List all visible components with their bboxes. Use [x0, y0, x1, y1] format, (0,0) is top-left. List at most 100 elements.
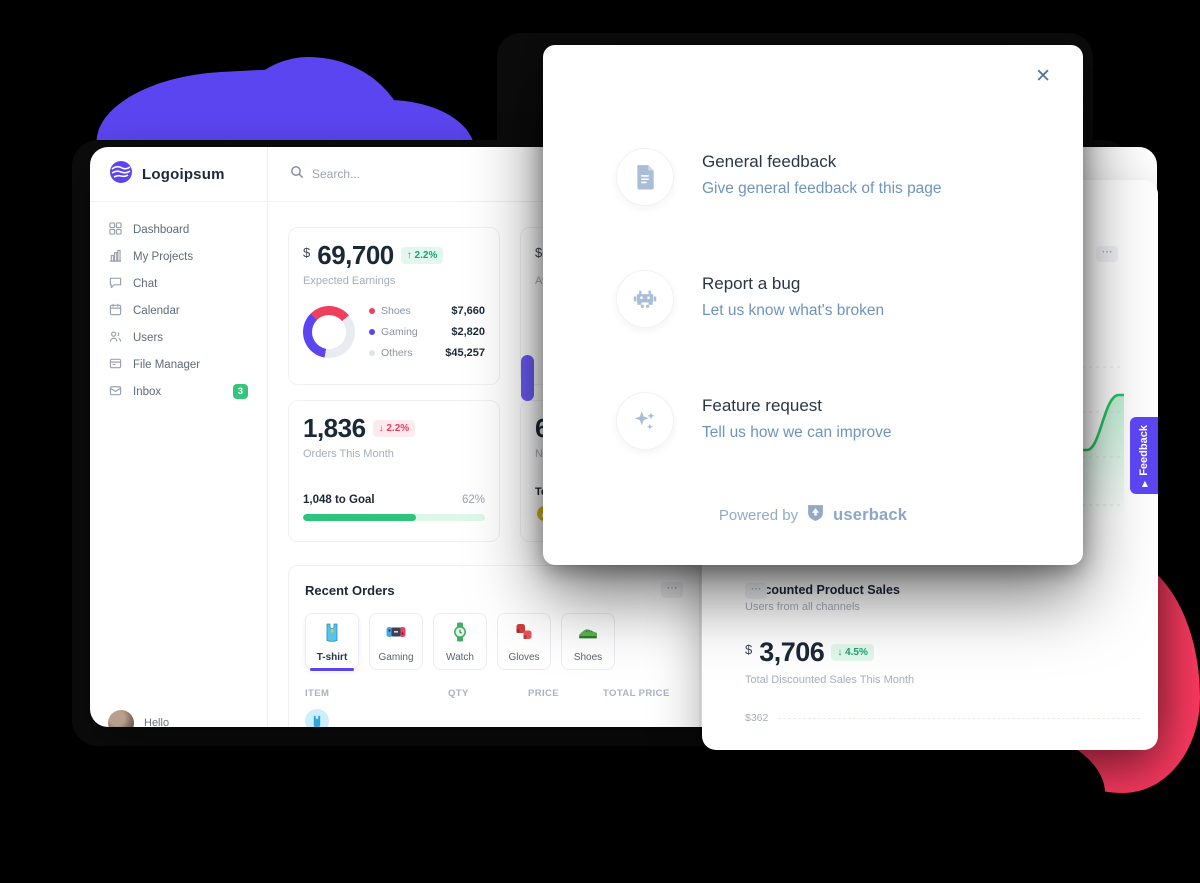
close-icon[interactable]: ✕: [1035, 66, 1051, 87]
axis-gridline: [778, 717, 1140, 719]
sidebar-item-label: Calendar: [133, 304, 180, 317]
userback-brand-text: userback: [833, 505, 908, 524]
sidebar-item-users[interactable]: Users: [90, 324, 267, 351]
tab-shoes[interactable]: Shoes: [561, 613, 615, 670]
currency-symbol: $: [303, 245, 311, 260]
expected-earnings-card: $ 69,700 ↑ 2.2% Expected Earnings Shoes $…: [288, 227, 500, 385]
legend-dot: [369, 350, 375, 356]
sidebar-item-calendar[interactable]: Calendar: [90, 297, 267, 324]
option-general-feedback[interactable]: General feedback Give general feedback o…: [616, 148, 942, 206]
tab-label: Gloves: [508, 651, 540, 663]
sidebar-item-chat[interactable]: Chat: [90, 270, 267, 297]
tab-label: Gaming: [378, 651, 414, 663]
watch-icon: [449, 621, 471, 648]
more-menu-button[interactable]: ⋯: [745, 583, 767, 599]
powered-by-footer[interactable]: Powered by userback: [543, 503, 1083, 527]
more-menu-button[interactable]: ⋯: [661, 582, 683, 598]
gamepad-icon: [385, 621, 407, 648]
recent-orders-title: Recent Orders: [305, 582, 395, 598]
inbox-icon: [109, 384, 122, 400]
option-subtitle: Give general feedback of this page: [702, 180, 942, 197]
sidebar-item-my-projects[interactable]: My Projects: [90, 243, 267, 270]
option-title: Feature request: [702, 396, 823, 415]
sidebar-nav: Dashboard My Projects Chat Calendar User…: [90, 202, 267, 405]
sidebar-item-file-manager[interactable]: File Manager: [90, 351, 267, 378]
user-profile[interactable]: Hello: [90, 703, 187, 727]
column-qty: QTY: [448, 688, 469, 699]
sidebar-item-inbox[interactable]: Inbox 3: [90, 378, 267, 405]
goal-progress-fill: [303, 514, 416, 521]
discounted-title: Discounted Product Sales: [745, 583, 900, 597]
gloves-icon: [513, 621, 535, 648]
logo[interactable]: Logoipsum: [90, 147, 267, 202]
calendar-icon: [109, 303, 122, 319]
table-row[interactable]: [305, 709, 683, 727]
sparkles-icon: [616, 392, 674, 450]
discounted-label: Total Discounted Sales This Month: [745, 674, 915, 686]
sidebar-item-label: Users: [133, 331, 164, 344]
discounted-delta-badge: ↓ 4.5%: [831, 644, 874, 661]
more-menu-button[interactable]: ⋯: [1096, 246, 1118, 262]
tab-gloves[interactable]: Gloves: [497, 613, 551, 670]
tab-gaming[interactable]: Gaming: [369, 613, 423, 670]
logo-text: Logoipsum: [142, 165, 225, 183]
sneaker-icon: [577, 621, 599, 648]
discounted-value: 3,706: [759, 637, 825, 667]
recent-orders-card: Recent Orders ⋯ T-shirt Gaming Watch Glo…: [288, 565, 700, 727]
users-icon: [109, 330, 122, 346]
earnings-delta-badge: ↑ 2.2%: [400, 247, 444, 264]
goal-label: 1,048 to Goal: [303, 494, 375, 506]
product-tabs: T-shirt Gaming Watch Gloves Shoes: [305, 613, 683, 671]
orders-delta-badge: ↓ 2.2%: [372, 420, 416, 437]
option-title: General feedback: [702, 152, 837, 171]
earnings-donut-chart: [303, 306, 355, 358]
chart-bar-partial: [521, 355, 534, 401]
discounted-subtitle: Users from all channels: [745, 601, 860, 613]
currency-symbol: $: [535, 245, 543, 260]
option-report-bug[interactable]: Report a bug Let us know what's broken: [616, 270, 884, 328]
option-feature-request[interactable]: Feature request Tell us how we can impro…: [616, 392, 892, 450]
search-icon: [290, 165, 304, 184]
feedback-modal: ✕ General feedback Give general feedback…: [543, 45, 1083, 565]
column-item: ITEM: [305, 688, 330, 699]
option-subtitle: Let us know what's broken: [702, 302, 885, 319]
powered-by-text: Powered by: [718, 506, 799, 524]
arrow-icon: ▶: [1139, 480, 1149, 487]
userback-logo-icon: [806, 503, 825, 527]
sidebar-item-label: Inbox: [133, 385, 162, 398]
legend-value: $7,660: [451, 305, 485, 317]
chart-axis-row: $362: [745, 712, 1140, 724]
sidebar-item-label: Dashboard: [133, 223, 190, 236]
sidebar-item-dashboard[interactable]: Dashboard: [90, 216, 267, 243]
inbox-badge: 3: [232, 384, 248, 399]
sidebar-item-label: My Projects: [133, 250, 194, 263]
goal-percent: 62%: [461, 494, 485, 506]
sidebar-item-label: Chat: [133, 277, 158, 290]
search-input[interactable]: Search...: [312, 167, 361, 181]
legend-name: Gaming: [381, 326, 418, 338]
user-greeting: Hello: [144, 717, 170, 727]
tshirt-icon: [321, 621, 343, 648]
earnings-label: Expected Earnings: [303, 275, 396, 287]
legend-name: Shoes: [381, 305, 411, 317]
grid-icon: [109, 221, 122, 238]
column-price: PRICE: [528, 688, 560, 699]
legend-value: $2,820: [451, 326, 485, 338]
bar-chart-icon: [109, 249, 122, 265]
tab-label: Watch: [446, 651, 474, 663]
tab-watch[interactable]: Watch: [433, 613, 487, 670]
tab-tshirt[interactable]: T-shirt: [305, 613, 359, 671]
goal-progress-bar: [303, 514, 485, 521]
orders-value: 1,836: [303, 413, 366, 443]
legend-dot: [369, 308, 375, 314]
legend-name: Others: [381, 347, 413, 359]
orders-label: Orders This Month: [303, 448, 394, 460]
tab-label: Shoes: [573, 651, 603, 663]
option-title: Report a bug: [702, 274, 801, 293]
legend-value: $45,257: [445, 347, 485, 359]
feedback-tab-label: Feedback: [1138, 424, 1150, 476]
feedback-tab[interactable]: ▶ Feedback: [1130, 417, 1158, 494]
orders-table-header: ITEM QTY PRICE TOTAL PRICE: [305, 688, 683, 699]
earnings-value: 69,700: [317, 240, 394, 270]
chat-icon: [109, 276, 122, 292]
